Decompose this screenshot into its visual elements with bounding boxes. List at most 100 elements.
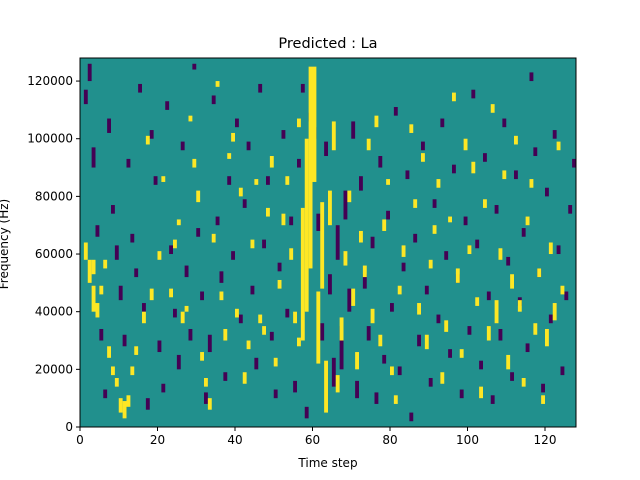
heatmap-cell-low xyxy=(207,334,212,353)
heatmap-cell-low xyxy=(382,354,387,364)
heatmap-cell-high xyxy=(157,251,162,260)
heatmap-cell-high xyxy=(266,207,270,217)
heatmap-cell-low xyxy=(246,141,251,151)
heatmap-cell-high xyxy=(211,233,216,243)
heatmap-cell-high xyxy=(529,179,534,188)
heatmap-cell-high xyxy=(103,259,108,269)
heatmap-cell-high xyxy=(417,303,421,315)
heatmap-cell-low xyxy=(463,216,468,226)
heatmap-cell-low xyxy=(107,118,111,133)
heatmap-cell-high xyxy=(374,115,379,128)
x-tick-label: 120 xyxy=(534,433,557,447)
heatmap-cell-low xyxy=(149,130,154,139)
heatmap-cell-high xyxy=(362,265,367,278)
heatmap-cell-low xyxy=(200,291,204,301)
heatmap-cell-low xyxy=(409,412,414,422)
heatmap-cell-high xyxy=(459,349,464,358)
heatmap-cell-high xyxy=(250,239,255,249)
heatmap-cell-high xyxy=(514,135,518,145)
heatmap-cell-low xyxy=(529,72,534,82)
heatmap-cell-low xyxy=(401,262,406,272)
heatmap-cell-high xyxy=(475,297,480,306)
heatmap-cell-high xyxy=(409,124,414,133)
heatmap-cell-low xyxy=(436,314,441,324)
heatmap-cell-high xyxy=(498,248,503,260)
heatmap-cell-high xyxy=(440,372,445,384)
heatmap-cell-low xyxy=(293,380,297,393)
heatmap-cell-low xyxy=(188,328,193,341)
heatmap-cell-high xyxy=(297,118,301,128)
heatmap-cell-low xyxy=(355,380,359,399)
heatmap-cell-high xyxy=(506,354,511,370)
heatmap-cell-low xyxy=(459,389,464,399)
heatmap-cell-low xyxy=(421,141,425,151)
heatmap-cell-low xyxy=(281,130,286,139)
heatmap-cell-high xyxy=(359,230,363,243)
heatmap-cell-high xyxy=(304,138,309,312)
heatmap-cell-high xyxy=(227,153,232,159)
heatmap-cell-high xyxy=(107,346,111,358)
heatmap-cell-high xyxy=(126,395,131,407)
heatmap-cell-low xyxy=(304,406,309,419)
heatmap-cell-high xyxy=(285,176,290,185)
heatmap-cell-low xyxy=(235,118,239,128)
heatmap-cell-high xyxy=(545,328,549,347)
heatmap-cell-high xyxy=(541,395,545,404)
heatmap-cell-high xyxy=(161,176,166,182)
x-tick-label: 40 xyxy=(227,433,242,447)
heatmap-cell-low xyxy=(169,245,173,255)
heatmap-cell-high xyxy=(428,259,433,269)
heatmap-cell-high xyxy=(188,115,193,122)
heatmap-cell-low xyxy=(258,83,263,93)
heatmap-cell-high xyxy=(448,216,452,223)
heatmap-cell-high xyxy=(169,288,173,298)
heatmap-cell-low xyxy=(83,89,88,105)
heatmap-cell-low xyxy=(452,164,456,174)
heatmap-cell-high xyxy=(432,225,437,234)
heatmap-cell-high xyxy=(196,190,201,203)
heatmap-cell-high xyxy=(99,285,104,295)
heatmap-cell-low xyxy=(103,389,108,399)
heatmap-cell-low xyxy=(552,130,557,139)
heatmap-cell-high xyxy=(223,328,228,341)
y-tick-label: 120000 xyxy=(27,74,73,88)
heatmap-cell-low xyxy=(386,210,390,220)
heatmap-cell-low xyxy=(545,187,549,197)
heatmap-cell-low xyxy=(331,357,336,387)
heatmap-cell-high xyxy=(231,132,235,142)
heatmap-cell-low xyxy=(227,176,232,185)
heatmap-cell-low xyxy=(424,285,429,295)
heatmap-cell-low xyxy=(231,251,235,260)
heatmap-cell-high xyxy=(192,158,197,168)
heatmap-cell-high xyxy=(215,81,220,87)
heatmap-cell-high xyxy=(421,153,425,162)
heatmap-cell-low xyxy=(111,205,115,214)
y-axis: 0 20000 40000 60000 80000 100000 120000 xyxy=(27,74,80,434)
heatmap-cell-high xyxy=(316,291,321,364)
heatmap-cell-low xyxy=(514,170,518,180)
heatmap-cell-high xyxy=(328,190,332,226)
heatmap-cell-low xyxy=(347,288,352,312)
heatmap-cell-low xyxy=(393,107,398,116)
heatmap-cell-high xyxy=(347,190,352,203)
heatmap-cell-low xyxy=(180,141,185,151)
heatmap-cell-high xyxy=(83,242,88,260)
heatmap-cell-low xyxy=(138,83,142,93)
heatmap-cell-low xyxy=(467,326,472,335)
heatmap-cell-high xyxy=(122,401,127,419)
chart-title: Predicted : La xyxy=(278,36,377,52)
heatmap-cell-low xyxy=(126,158,131,168)
heatmap-cell-low xyxy=(486,291,491,301)
y-tick-label: 40000 xyxy=(35,305,73,319)
heatmap-cell-high xyxy=(397,285,402,295)
heatmap-cell-high xyxy=(479,386,483,399)
heatmap-cell-high xyxy=(355,352,359,370)
heatmap-cell-low xyxy=(238,314,243,324)
heatmap-cell-high xyxy=(471,161,476,174)
heatmap-cell-low xyxy=(122,334,127,347)
heatmap-cell-low xyxy=(378,156,383,168)
heatmap-cell-high xyxy=(176,219,181,226)
heatmap-cell-low xyxy=(192,63,197,70)
heatmap-cell-low xyxy=(114,245,119,260)
